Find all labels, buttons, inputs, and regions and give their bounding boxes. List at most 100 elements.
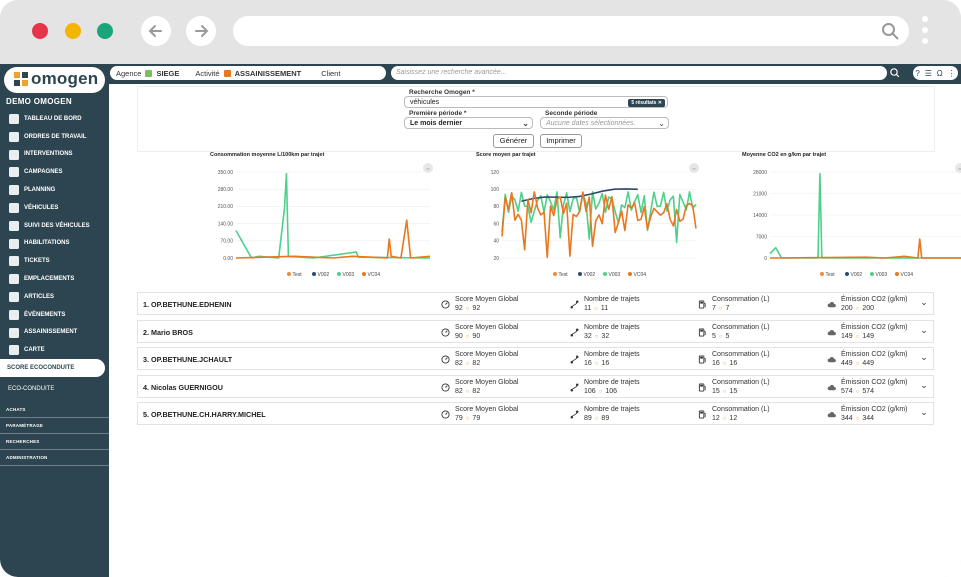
help-icon[interactable]: ?: [915, 68, 920, 78]
metric-label: Émission CO2 (g/km): [841, 406, 908, 413]
driver-row[interactable]: 1. OP.BETHUNE.EDHENIN Score Moyen Global 9…: [137, 292, 934, 315]
chart-zoom-button[interactable]: ⇔: [955, 163, 961, 173]
period1-select[interactable]: Le mois dernier ⌄: [404, 117, 533, 129]
cloud-icon: [827, 357, 836, 363]
work-order-icon: [9, 131, 19, 142]
sidebar-item[interactable]: HABILITATIONS: [0, 235, 109, 253]
circle-separator-icon: ○: [855, 306, 860, 312]
sidebar-item[interactable]: TABLEAU DE BORD: [0, 110, 109, 128]
metric-trajets: Nombre de trajets 32 ○ 32: [570, 323, 690, 342]
legend-dot: [895, 272, 899, 276]
url-bar[interactable]: [233, 16, 909, 46]
sidebar-section[interactable]: RECHERCHES: [0, 434, 109, 450]
building-icon: [145, 69, 153, 77]
expand-chevron-icon[interactable]: ⌄: [920, 297, 928, 307]
metric-values: 449 ○ 449: [841, 360, 874, 367]
omega-icon[interactable]: Ω: [936, 68, 943, 78]
search-icon[interactable]: [881, 22, 899, 40]
sidebar-item-score-ecoconduite[interactable]: SCORE ECOCONDUITE: [0, 359, 105, 377]
metric-score: Score Moyen Global 82 ○ 82: [441, 350, 561, 369]
sidebar-item[interactable]: CARTE: [0, 341, 109, 359]
metric-values: 200 ○ 200: [841, 305, 874, 312]
metric-label: Nombre de trajets: [584, 378, 640, 386]
activite-value[interactable]: ASSAINISSEMENT: [234, 68, 302, 78]
y-tick-label: 28000: [753, 170, 767, 176]
client-label[interactable]: Client: [321, 68, 341, 78]
driver-name: 2. Mario BROS: [143, 327, 193, 337]
sidebar-section[interactable]: ACHATS: [0, 402, 109, 418]
list-icon[interactable]: ☰: [924, 68, 932, 78]
metric-value-period1: 449: [841, 360, 853, 367]
chart-zoom-button[interactable]: ⇔: [689, 163, 699, 173]
metric-value-period1: 7: [712, 305, 716, 312]
maximize-window-button[interactable]: [97, 23, 113, 39]
search-field[interactable]: véhicules 5 résultats ✕: [404, 96, 668, 108]
sidebar-item[interactable]: ARTICLES: [0, 288, 109, 306]
expand-chevron-icon[interactable]: ⌄: [920, 379, 928, 390]
circle-separator-icon: ○: [594, 333, 599, 340]
expand-chevron-icon[interactable]: ⌄: [920, 352, 928, 362]
metric-conso: Consommation (L) 16 ○ 16: [698, 350, 818, 369]
legend-label: Test: [826, 272, 836, 278]
sidebar-item[interactable]: EMPLACEMENTS: [0, 270, 109, 288]
sidebar-section[interactable]: ADMINISTRATION: [0, 450, 109, 466]
legend-dot: [312, 272, 316, 276]
dashboard-icon: [9, 114, 19, 124]
expand-chevron-icon[interactable]: ⌄: [920, 407, 928, 417]
period2-select[interactable]: Aucune dates sélectionnées. ⌄: [540, 117, 669, 129]
metric-value-period1: 16: [584, 360, 592, 367]
planning-icon: [9, 185, 19, 196]
agence-value[interactable]: SIEGE: [156, 68, 180, 78]
sidebar-item[interactable]: PLANNING: [0, 181, 109, 199]
y-tick-label: 0: [764, 256, 767, 262]
tank-icon: [9, 327, 19, 338]
metric-values: 344 ○ 344: [841, 415, 874, 422]
metric-value-period2: 82: [472, 360, 481, 367]
sidebar-item[interactable]: SUIVI DES VÉHICULES: [0, 217, 109, 235]
top-bar: Agence SIEGE Activité ASSAINISSEMENT Cli…: [109, 64, 961, 84]
y-tick-label: 7000: [756, 234, 767, 240]
context-breadcrumb[interactable]: Agence SIEGE Activité ASSAINISSEMENT Cli…: [110, 66, 386, 80]
sidebar-item[interactable]: ÉVÈNEMENTS: [0, 306, 109, 324]
sidebar-item[interactable]: INTERVENTIONS: [0, 146, 109, 164]
back-button[interactable]: [141, 16, 171, 46]
metric-values: 92 ○ 92: [455, 305, 480, 312]
sidebar-item-label: EMPLACEMENTS: [24, 276, 75, 283]
expand-chevron-icon[interactable]: ⌄: [920, 324, 928, 335]
more-icon[interactable]: ⋮: [947, 68, 956, 78]
driver-row[interactable]: 2. Mario BROS Score Moyen Global 90 ○ 90 Nomb…: [137, 319, 934, 343]
activity-icon: [223, 69, 231, 77]
legend-label: VC04: [634, 272, 647, 278]
metric-value-period2: 11: [600, 305, 609, 312]
chart-zoom-button[interactable]: ⇔: [423, 163, 433, 173]
search-icon: [890, 68, 900, 78]
print-button[interactable]: Imprimer: [540, 134, 582, 148]
driver-row[interactable]: 3. OP.BETHUNE.JCHAULT Score Moyen Global 8…: [137, 347, 934, 370]
driver-row[interactable]: 4. Nicolas GUERNIGOU Score Moyen Global 82…: [137, 374, 934, 398]
sidebar-item-eco-conduite[interactable]: ECO-CONDUITE: [8, 385, 55, 392]
sidebar-item[interactable]: TICKETS: [0, 252, 109, 270]
logo-mark-icon: [14, 72, 28, 86]
generate-button[interactable]: Générer: [493, 134, 534, 148]
browser-menu-icon[interactable]: [922, 16, 930, 50]
driver-row[interactable]: 5. OP.BETHUNE.CH.HARRY.MICHEL Score Moyen…: [137, 402, 934, 425]
metric-value-period1: 79: [455, 415, 463, 422]
advanced-search-input[interactable]: Saisissez une recherche avancée...: [391, 66, 887, 80]
sidebar-item[interactable]: ORDRES DE TRAVAIL: [0, 128, 109, 146]
sidebar-section[interactable]: PARAMÉTRAGE: [0, 418, 109, 434]
sidebar-item[interactable]: CAMPAGNES: [0, 163, 109, 181]
series-line: [769, 238, 961, 259]
sidebar-item[interactable]: VÉHICULES: [0, 199, 109, 217]
sidebar-item[interactable]: ASSAINISSEMENT: [0, 324, 109, 342]
advanced-search-button[interactable]: [887, 66, 903, 80]
minimize-window-button[interactable]: [65, 23, 81, 39]
metric-value-period2: 344: [862, 415, 874, 422]
forward-button[interactable]: [186, 16, 216, 46]
logo[interactable]: omogen: [4, 67, 105, 93]
metric-values: 16 ○ 16: [712, 360, 737, 367]
metric-value-period2: 449: [862, 360, 874, 367]
fuel-icon: [698, 410, 706, 419]
results-badge[interactable]: 5 résultats ✕: [628, 98, 665, 107]
close-window-button[interactable]: [32, 23, 48, 39]
metric-value-period1: 32: [584, 332, 592, 340]
